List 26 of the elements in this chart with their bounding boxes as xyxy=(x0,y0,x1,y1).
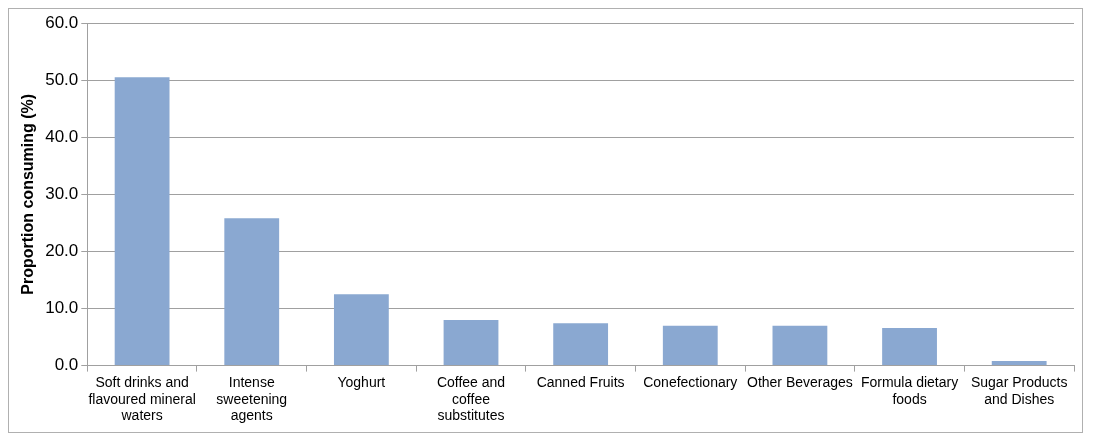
bar xyxy=(224,218,280,366)
x-tick-label: Formula dietary foods xyxy=(860,373,959,407)
x-tick-label: Yoghurt xyxy=(337,373,386,390)
bar xyxy=(991,361,1047,366)
x-tick-label: Sugar Products and Dishes xyxy=(970,373,1068,407)
y-tick-label: 10.0 xyxy=(45,298,79,318)
y-tick-label: 40.0 xyxy=(45,126,79,146)
bar xyxy=(333,294,389,366)
x-tick-label: Conefectionary xyxy=(643,373,738,390)
y-axis-title: Proportion consuming (%) xyxy=(19,93,37,295)
x-tick-label: Intense sweetening agents xyxy=(216,373,288,424)
bar xyxy=(443,319,499,366)
bar xyxy=(553,323,609,366)
bar xyxy=(882,327,937,366)
bar xyxy=(662,325,718,366)
y-tick-label: 0.0 xyxy=(54,355,79,375)
x-tick-label: Other Beverages xyxy=(746,373,853,390)
x-tick-label: Canned Fruits xyxy=(536,373,625,390)
y-tick-label: 30.0 xyxy=(45,183,79,203)
y-tick-label: 50.0 xyxy=(45,69,79,89)
x-tick-label: Coffee and coffee substitutes xyxy=(436,373,506,424)
x-tick-label: Soft drinks and flavoured mineral waters xyxy=(88,373,196,424)
bar xyxy=(114,77,170,366)
y-tick-label: 20.0 xyxy=(45,241,79,261)
y-tick-label: 60.0 xyxy=(45,12,79,32)
bar xyxy=(772,325,828,366)
